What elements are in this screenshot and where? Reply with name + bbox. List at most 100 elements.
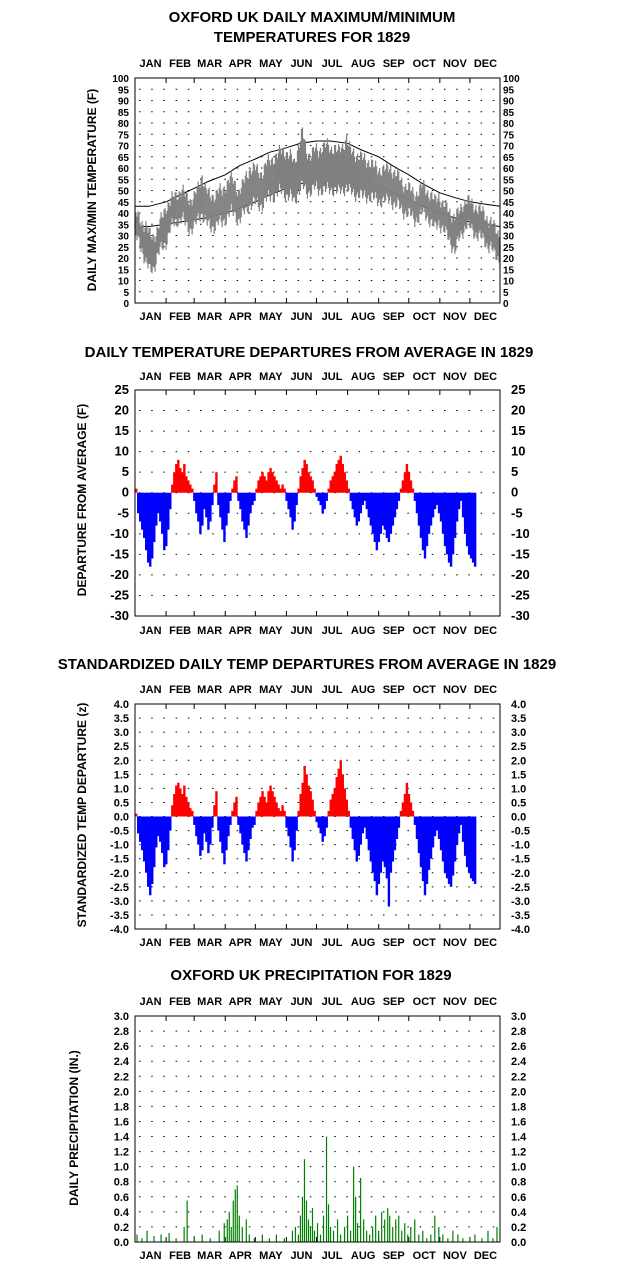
- standardized-month-label-top: APR: [229, 684, 252, 696]
- departures-negative-bar: [225, 492, 228, 526]
- departures-negative-bar: [163, 492, 166, 551]
- departures-positive-bar: [191, 488, 194, 493]
- maxmin-y-tick-label-right: 20: [503, 254, 515, 265]
- departures-negative-bar: [383, 492, 387, 530]
- precip-month-label-bottom: FEB: [169, 1250, 191, 1262]
- precip-title: OXFORD UK PRECIPITATION FOR 1829: [170, 967, 451, 984]
- standardized-y-tick-label-left: -3.0: [110, 896, 129, 908]
- departures-y-ticks-right: 25 20 15 10 5 0 -5 -10 -15 -20 -25 -30: [511, 382, 530, 623]
- maxmin-month-label-bottom: FEB: [169, 311, 191, 323]
- precip-y-tick-label-right: 2.2: [511, 1071, 526, 1083]
- standardized-negative-bar: [435, 816, 439, 831]
- standardized-y-tick-label-right: -1.0: [511, 840, 530, 852]
- standardized-negative-bar: [421, 816, 425, 882]
- departures-y-ticks-left: 25 20 15 10 5 0 -5 -10 -15 -20 -25 -30: [110, 382, 129, 623]
- standardized-positive-bar: [283, 810, 286, 817]
- departures-positive-bar: [189, 484, 192, 493]
- precip-plot-frame: [134, 1015, 501, 1243]
- precip-bars: [136, 1136, 498, 1242]
- standardized-negative-bar: [167, 816, 170, 851]
- departures-negative-bar: [373, 492, 377, 543]
- precip-y-tick-label-right: 0.2: [511, 1222, 526, 1234]
- departures-negative-bar: [453, 492, 457, 538]
- precip-y-tick-label-left: 2.4: [114, 1056, 130, 1068]
- departures-positive-bar: [177, 459, 180, 493]
- standardized-month-label-top: JAN: [140, 684, 162, 696]
- standardized-negative-bar: [413, 816, 417, 825]
- standardized-y-tick-label-left: 1.0: [114, 783, 129, 795]
- standardized-y-tick-label-right: 0.0: [511, 812, 526, 824]
- departures-negative-bar: [207, 492, 210, 530]
- departures-negative-bar: [421, 492, 425, 551]
- maxmin-y-tick-label-left: 75: [118, 130, 130, 141]
- standardized-positive-bar: [183, 785, 186, 817]
- precip-y-tick-label-left: 3.0: [114, 1011, 129, 1023]
- standardized-negative-bar: [193, 816, 196, 825]
- standardized-negative-bar: [251, 816, 254, 828]
- maxmin-y-ticks-right: 0510152025303540455055606570758085909510…: [503, 74, 520, 310]
- standardized-positive-bar: [177, 782, 180, 817]
- departures-negative-bar: [443, 492, 447, 547]
- precip-y-tick-label-right: 1.4: [511, 1132, 527, 1144]
- standardized-negative-bar: [197, 816, 200, 845]
- departures-positive-bar: [311, 480, 314, 493]
- maxmin-y-tick-label-left: 25: [118, 243, 130, 254]
- departures-positive-bar: [297, 488, 300, 493]
- standardized-positive-bar: [273, 796, 276, 817]
- standardized-positive-bar: [399, 810, 403, 817]
- standardized-negative-bar: [237, 816, 240, 825]
- standardized-positive-bar: [231, 810, 234, 817]
- maxmin-y-tick-label-right: 25: [503, 243, 515, 254]
- standardized-negative-bar: [151, 816, 154, 884]
- precip-y-tick-label-right: 2.0: [511, 1086, 526, 1098]
- standardized-positive-bar: [403, 794, 407, 817]
- departures-negative-bar: [391, 492, 395, 526]
- standardized-negative-bar: [211, 816, 214, 828]
- departures-y-tick-label-left: -25: [110, 587, 129, 602]
- departures-positive-bar: [269, 468, 272, 493]
- standardized-y-tick-label-right: 3.0: [511, 727, 526, 739]
- standardized-negative-bar: [227, 816, 230, 837]
- standardized-month-label-bottom: NOV: [443, 937, 468, 949]
- departures-negative-bar: [375, 492, 379, 551]
- standardized-month-label-bottom: APR: [229, 937, 252, 949]
- departures-month-label-bottom: AUG: [351, 625, 375, 637]
- standardized-positive-bar: [189, 808, 192, 817]
- maxmin-y-tick-label-left: 10: [118, 277, 130, 288]
- precip-month-label-top: APR: [229, 996, 252, 1008]
- departures-month-label-top: NOV: [443, 371, 468, 383]
- precip-y-tick-label-left: 1.6: [114, 1116, 129, 1128]
- standardized-positive-bar: [277, 808, 280, 817]
- departures-positive-bar: [279, 488, 282, 493]
- departures-negative-bar: [439, 492, 443, 522]
- standardized-negative-bar: [161, 816, 164, 854]
- departures-y-tick-label-left: 5: [122, 464, 129, 479]
- maxmin-y-tick-label-right: 100: [503, 74, 520, 85]
- standardized-month-label-bottom: FEB: [169, 937, 191, 949]
- precip-y-tick-label-right: 0.0: [511, 1237, 526, 1249]
- standardized-negative-bar: [425, 816, 429, 884]
- departures-negative-bar: [369, 492, 373, 526]
- departures-negative-bar: [227, 492, 230, 514]
- departures-negative-bar: [293, 492, 296, 522]
- departures-negative-bar: [433, 492, 437, 510]
- maxmin-y-tick-label-right: 15: [503, 265, 515, 276]
- standardized-negative-bar: [427, 816, 431, 870]
- standardized-positive-bar: [341, 774, 344, 817]
- departures-month-ticks: [165, 390, 471, 616]
- standardized-negative-bar: [431, 816, 435, 848]
- maxmin-y-tick-label-right: 40: [503, 209, 515, 220]
- maxmin-y-tick-label-right: 60: [503, 164, 515, 175]
- standardized-negative-bar: [359, 816, 363, 845]
- departures-negative-bar: [249, 492, 252, 514]
- maxmin-y-tick-label-right: 85: [503, 108, 515, 119]
- standardized-negative-bar: [447, 816, 451, 884]
- standardized-negative-bar: [315, 816, 318, 823]
- departures-negative-bar: [471, 492, 475, 563]
- standardized-positive-bar: [409, 802, 413, 817]
- standardized-negative-bar: [387, 816, 391, 907]
- standardized-negative-bar: [163, 816, 166, 868]
- departures-negative-bar: [319, 492, 322, 506]
- standardized-y-tick-label-left: -1.0: [110, 840, 129, 852]
- departures-positive-bar: [305, 463, 308, 493]
